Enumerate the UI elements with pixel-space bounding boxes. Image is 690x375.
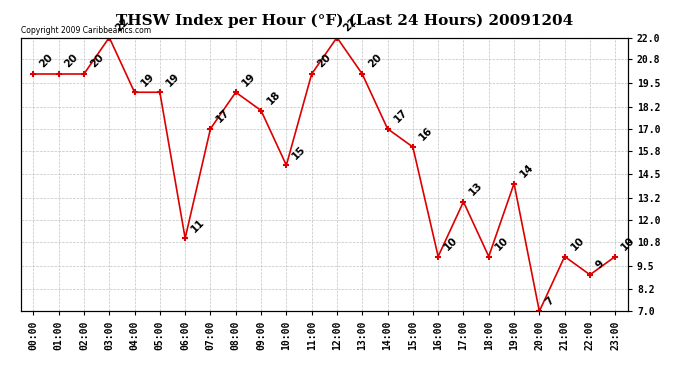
Text: 10: 10 xyxy=(620,235,637,252)
Text: 22: 22 xyxy=(113,16,130,33)
Text: 11: 11 xyxy=(189,217,206,234)
Text: 19: 19 xyxy=(240,71,257,88)
Text: 20: 20 xyxy=(88,53,106,70)
Text: 20: 20 xyxy=(37,53,55,70)
Text: 18: 18 xyxy=(265,89,282,106)
Text: 22: 22 xyxy=(341,16,358,33)
Text: 7: 7 xyxy=(544,295,556,307)
Text: 15: 15 xyxy=(290,144,308,161)
Text: 13: 13 xyxy=(468,180,485,198)
Text: 16: 16 xyxy=(417,126,434,143)
Text: Copyright 2009 Caribbeanics.com: Copyright 2009 Caribbeanics.com xyxy=(21,26,151,35)
Text: 17: 17 xyxy=(215,107,232,124)
Text: THSW Index per Hour (°F) (Last 24 Hours) 20091204: THSW Index per Hour (°F) (Last 24 Hours)… xyxy=(117,13,573,27)
Text: 14: 14 xyxy=(518,162,535,179)
Text: 19: 19 xyxy=(164,71,181,88)
Text: 10: 10 xyxy=(569,235,586,252)
Text: 20: 20 xyxy=(316,53,333,70)
Text: 10: 10 xyxy=(442,235,460,252)
Text: 20: 20 xyxy=(63,53,80,70)
Text: 17: 17 xyxy=(392,107,409,124)
Text: 19: 19 xyxy=(139,71,156,88)
Text: 9: 9 xyxy=(594,258,607,271)
Text: 20: 20 xyxy=(366,53,384,70)
Text: 10: 10 xyxy=(493,235,510,252)
